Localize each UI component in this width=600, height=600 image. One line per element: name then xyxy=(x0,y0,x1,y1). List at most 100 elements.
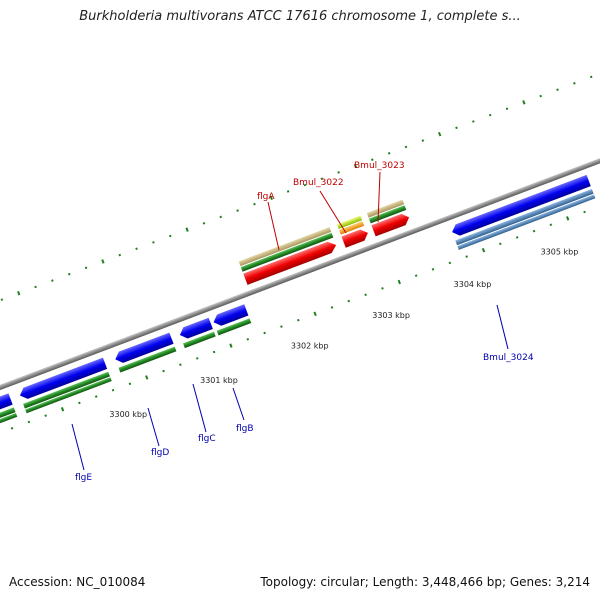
ruler-tick xyxy=(539,94,542,98)
ruler-tick xyxy=(303,183,307,187)
gene-flgB[interactable] xyxy=(216,318,252,336)
misc-bmul-3024[interactable] xyxy=(457,194,596,250)
ruler-tick xyxy=(10,427,14,430)
cds-flgC[interactable] xyxy=(178,317,213,341)
ruler-tick xyxy=(387,152,391,155)
ruler-tick xyxy=(522,100,526,105)
ruler-tick xyxy=(202,221,206,225)
ruler-tick xyxy=(337,171,340,174)
gene-flgD[interactable] xyxy=(118,346,177,373)
gene-flgE[interactable] xyxy=(23,371,110,409)
ruler-tick xyxy=(84,266,88,270)
misc-left-edge[interactable] xyxy=(0,413,18,434)
ruler-tick xyxy=(179,363,182,367)
cds-bmul-3024[interactable] xyxy=(450,174,591,238)
ruler-tick xyxy=(438,131,442,137)
cds-bmul-3022[interactable] xyxy=(341,227,370,248)
ruler-tick xyxy=(51,279,54,282)
ruler-tick xyxy=(152,241,155,244)
ruler-tick xyxy=(404,145,408,149)
ruler-tick xyxy=(549,223,553,227)
ruler-tick xyxy=(219,215,223,219)
ruler-tick xyxy=(455,126,458,130)
ruler-tick xyxy=(263,331,266,335)
ruler-tick xyxy=(94,395,98,398)
gene-label-flge[interactable]: flgE xyxy=(75,473,92,483)
ruler-tick xyxy=(111,388,115,392)
ruler-tick xyxy=(286,190,290,193)
tick-label: 3301 kbp xyxy=(200,376,238,385)
ruler-tick xyxy=(212,350,216,354)
gene-bmul-3024[interactable] xyxy=(455,188,594,246)
gene-label-flga[interactable]: flgA xyxy=(257,192,275,202)
ruler-tick xyxy=(364,293,367,297)
ruler-tick xyxy=(78,401,81,405)
ruler-tick xyxy=(101,259,105,264)
gene-label-flgd[interactable]: flgD xyxy=(151,448,169,458)
ruler-tick xyxy=(236,209,239,212)
gene-flgC[interactable] xyxy=(183,331,216,349)
gene-label-bmul-3022[interactable]: Bmul_3022 xyxy=(293,178,344,188)
ruler-tick xyxy=(448,261,452,265)
ruler-tick xyxy=(296,318,300,322)
ruler-tick xyxy=(397,279,401,285)
gene-label-bmul-3023[interactable]: Bmul_3023 xyxy=(354,161,405,171)
gene-label-bmul-3024[interactable]: Bmul_3024 xyxy=(483,353,534,363)
gene-flgA[interactable] xyxy=(240,232,334,272)
ruler-tick xyxy=(472,120,475,123)
tick-label: 3304 kbp xyxy=(454,280,492,289)
ruler-tick xyxy=(0,298,4,301)
map-title: Burkholderia multivorans ATCC 17616 chro… xyxy=(79,9,521,24)
ruler-tick xyxy=(515,236,519,239)
ruler-tick xyxy=(499,242,502,246)
ruler-tick xyxy=(347,299,351,303)
label-leader-line xyxy=(267,201,280,251)
cds-flgB[interactable] xyxy=(211,304,249,328)
ruler-tick xyxy=(573,82,576,85)
cds-flgA[interactable] xyxy=(243,239,338,285)
ruler-tick xyxy=(67,272,71,276)
ruler-tick xyxy=(421,139,425,142)
label-leader-line xyxy=(232,387,245,421)
misc-flgE[interactable] xyxy=(25,377,112,414)
misc-feature-flgA[interactable] xyxy=(238,227,332,267)
ruler-tick xyxy=(269,195,273,201)
misc-feature-3023[interactable] xyxy=(366,199,405,218)
ruler-tick xyxy=(185,227,189,232)
ruler-tick xyxy=(583,210,586,214)
ruler-tick xyxy=(353,163,358,169)
outer-tick-ruler xyxy=(0,75,593,301)
tick-label: 3303 kbp xyxy=(372,311,410,320)
cds-bmul-3023[interactable] xyxy=(371,212,411,237)
label-leader-line xyxy=(71,423,85,471)
ruler-tick xyxy=(481,247,486,253)
accession-label: Accession: NC_010084 xyxy=(9,575,146,589)
gene-label-flgc[interactable]: flgC xyxy=(198,434,216,444)
label-leader-line xyxy=(147,407,160,447)
ruler-tick xyxy=(371,158,374,161)
gene-label-flgb[interactable]: flgB xyxy=(236,424,254,434)
label-leader-line xyxy=(319,190,347,234)
misc-feature-3022[interactable] xyxy=(336,215,363,230)
cds-left-edge[interactable] xyxy=(0,393,13,421)
label-leader-line xyxy=(377,171,381,223)
ruler-tick xyxy=(162,369,165,373)
ruler-tick xyxy=(60,407,65,412)
ruler-tick xyxy=(135,247,138,251)
ruler-tick xyxy=(532,229,536,233)
ruler-tick xyxy=(381,287,384,290)
cds-flgE[interactable] xyxy=(18,357,108,401)
tick-label: 3302 kbp xyxy=(291,342,329,351)
ruler-tick xyxy=(488,113,492,117)
ruler-tick xyxy=(168,234,172,238)
ruler-tick xyxy=(145,375,149,380)
genome-backbone xyxy=(0,144,600,405)
ruler-tick xyxy=(229,343,233,348)
cds-flgD[interactable] xyxy=(113,332,174,365)
gene-left-edge[interactable] xyxy=(0,407,16,429)
genome-summary: Topology: circular; Length: 3,448,466 bp… xyxy=(260,575,590,589)
ruler-tick xyxy=(34,285,37,289)
ruler-tick xyxy=(246,337,250,341)
ruler-tick xyxy=(27,420,31,424)
